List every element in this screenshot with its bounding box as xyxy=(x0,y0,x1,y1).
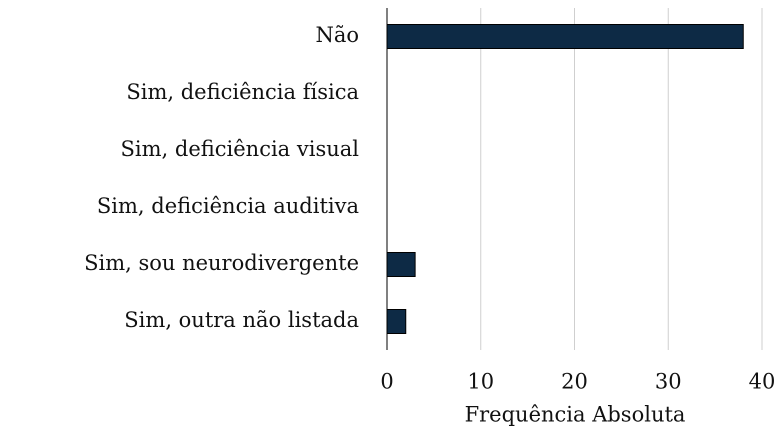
y-tick-label: Sim, deficiência física xyxy=(126,80,359,104)
y-tick-label: Sim, sou neurodivergente xyxy=(84,251,359,275)
bar xyxy=(386,252,416,277)
x-tick-label: 30 xyxy=(655,370,682,394)
bar xyxy=(386,24,744,49)
bar xyxy=(386,309,407,334)
x-tick-label: 0 xyxy=(380,370,393,394)
x-axis-label: Frequência Absoluta xyxy=(465,403,686,427)
y-tick-label: Sim, outra não listada xyxy=(124,308,359,332)
y-tick-label: Não xyxy=(315,23,359,47)
x-tick-label: 10 xyxy=(467,370,494,394)
x-tick-label: 40 xyxy=(749,370,776,394)
y-tick-label: Sim, deficiência visual xyxy=(121,137,360,161)
y-tick-label: Sim, deficiência auditiva xyxy=(97,194,359,218)
x-tick-label: 20 xyxy=(561,370,588,394)
